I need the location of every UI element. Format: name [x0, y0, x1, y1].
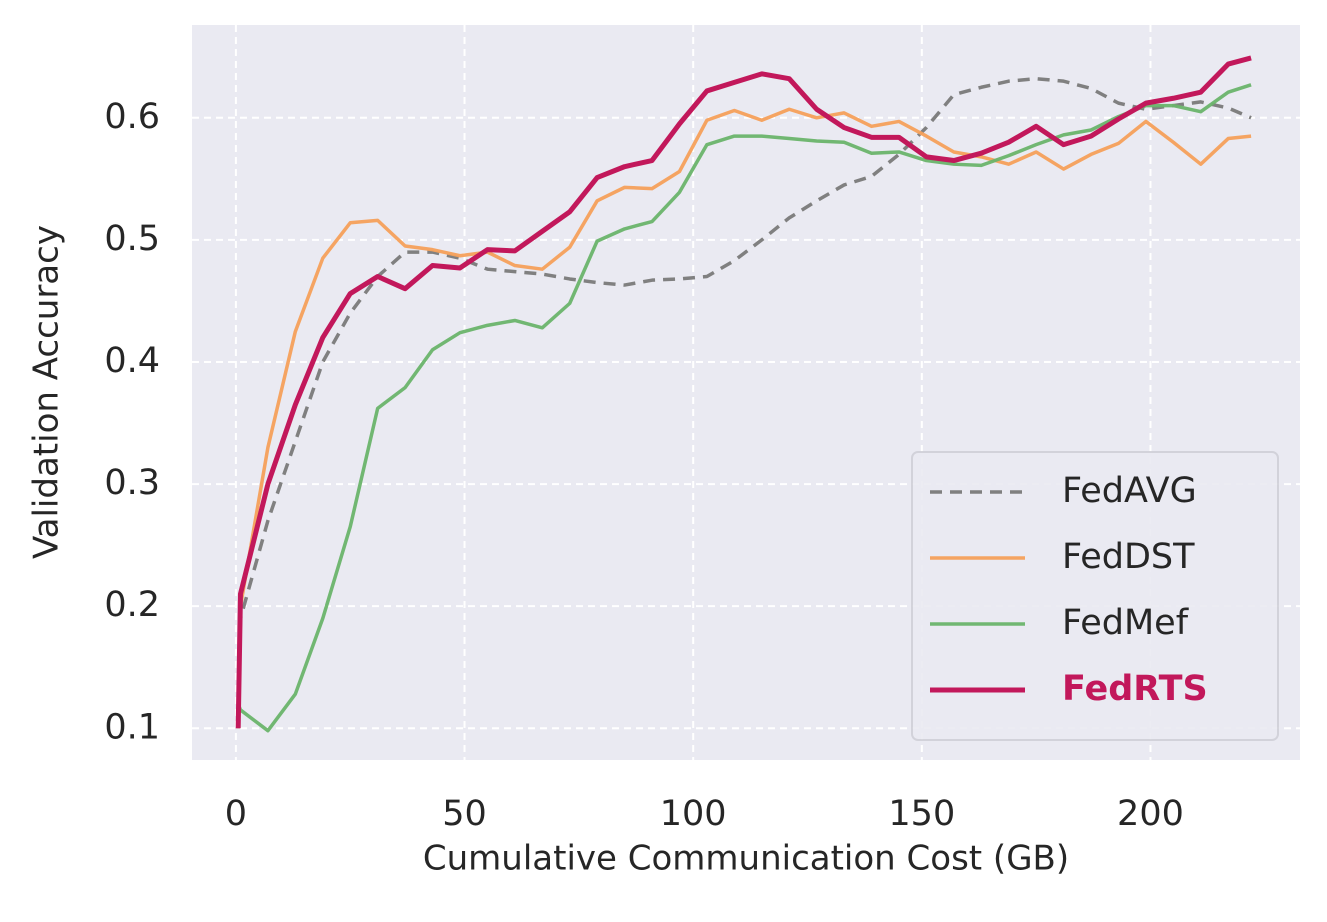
y-axis-label: Validation Accuracy	[27, 225, 67, 559]
legend-label: FedDST	[1062, 537, 1195, 577]
legend-label: FedRTS	[1062, 669, 1208, 709]
y-tick-label: 0.2	[104, 585, 160, 625]
series-line	[236, 76, 1252, 729]
legend-box	[911, 451, 1279, 741]
x-tick-label: 100	[660, 794, 727, 834]
y-tick-label: 0.1	[104, 707, 160, 747]
x-tick-label: 50	[442, 794, 487, 834]
x-tick-label: 0	[225, 794, 247, 834]
y-tick-label: 0.4	[104, 341, 160, 381]
legend-label: FedAVG	[1062, 471, 1197, 511]
legend-label: FedMef	[1062, 603, 1189, 643]
x-tick-label: 150	[888, 794, 955, 834]
y-tick-label: 0.5	[104, 219, 160, 259]
y-tick-label: 0.3	[104, 463, 160, 503]
x-tick-label: 200	[1117, 794, 1184, 834]
y-tick-label: 0.6	[104, 97, 160, 137]
series-line	[235, 55, 1252, 729]
series-line	[236, 83, 1252, 733]
series-line	[236, 107, 1252, 729]
x-axis-label: Cumulative Communication Cost (GB)	[423, 839, 1069, 879]
